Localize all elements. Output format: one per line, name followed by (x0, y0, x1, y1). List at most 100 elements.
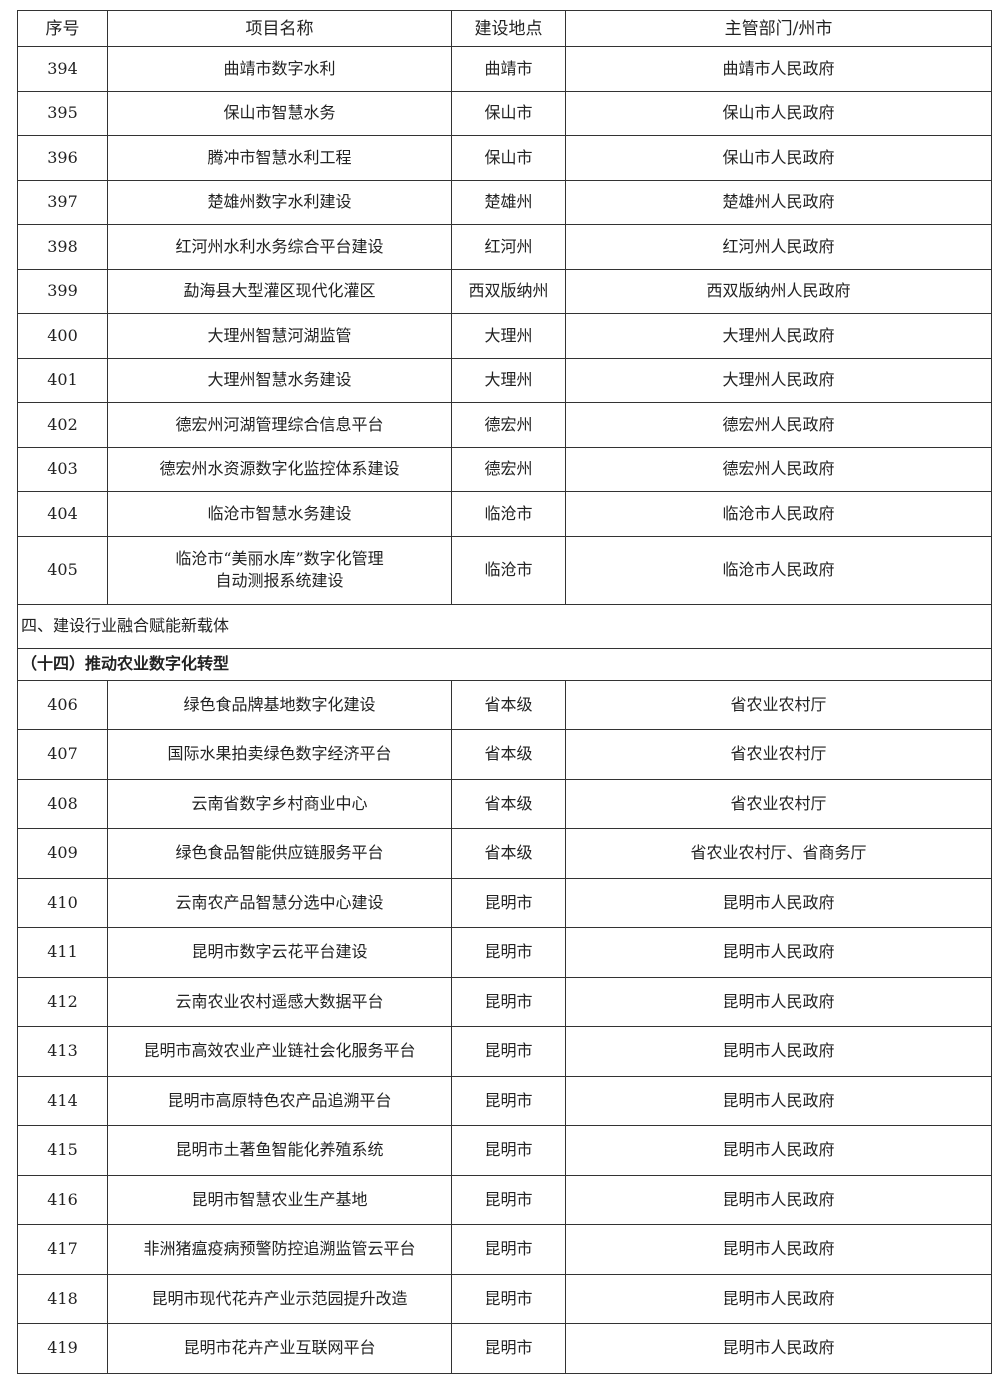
cell-dept: 德宏州人民政府 (565, 446, 992, 492)
cell-name: 临沧市智慧水务建设 (107, 491, 452, 537)
table-row: 394 曲靖市数字水利 曲靖市 曲靖市人民政府 (17, 46, 992, 92)
header-dept: 主管部门/州市 (565, 10, 992, 47)
cell-name: 昆明市智慧农业生产基地 (107, 1174, 452, 1225)
cell-place: 省本级 (451, 828, 566, 879)
cell-dept: 红河州人民政府 (565, 224, 992, 270)
cell-name: 昆明市现代花卉产业示范园提升改造 (107, 1273, 452, 1324)
cell-no: 395 (17, 90, 108, 136)
cell-dept: 昆明市人民政府 (565, 1174, 992, 1225)
cell-dept: 昆明市人民政府 (565, 1075, 992, 1126)
table-row: 419 昆明市花卉产业互联网平台 昆明市 昆明市人民政府 (17, 1323, 992, 1374)
cell-no: 399 (17, 268, 108, 314)
cell-place: 曲靖市 (451, 46, 566, 92)
table-row: 415 昆明市土著鱼智能化养殖系统 昆明市 昆明市人民政府 (17, 1125, 992, 1176)
cell-name: 大理州智慧河湖监管 (107, 313, 452, 359)
cell-place: 西双版纳州 (451, 268, 566, 314)
cell-place: 临沧市 (451, 535, 566, 605)
table-row: 414 昆明市高原特色农产品追溯平台 昆明市 昆明市人民政府 (17, 1075, 992, 1126)
cell-dept: 昆明市人民政府 (565, 927, 992, 978)
cell-no: 408 (17, 778, 108, 829)
cell-place: 昆明市 (451, 1273, 566, 1324)
cell-name: 云南农业农村遥感大数据平台 (107, 976, 452, 1027)
cell-place: 昆明市 (451, 1224, 566, 1275)
cell-no: 396 (17, 135, 108, 181)
cell-no: 401 (17, 357, 108, 403)
cell-place: 大理州 (451, 357, 566, 403)
table-row: 397 楚雄州数字水利建设 楚雄州 楚雄州人民政府 (17, 179, 992, 225)
cell-no: 403 (17, 446, 108, 492)
cell-place: 大理州 (451, 313, 566, 359)
header-name: 项目名称 (107, 10, 452, 47)
cell-place: 昆明市 (451, 976, 566, 1027)
cell-place: 保山市 (451, 135, 566, 181)
cell-place: 昆明市 (451, 1125, 566, 1176)
cell-name: 德宏州水资源数字化监控体系建设 (107, 446, 452, 492)
cell-name: 非洲猪瘟疫病预警防控追溯监管云平台 (107, 1224, 452, 1275)
cell-name: 绿色食品智能供应链服务平台 (107, 828, 452, 879)
cell-name: 勐海县大型灌区现代化灌区 (107, 268, 452, 314)
header-place: 建设地点 (451, 10, 566, 47)
cell-place: 昆明市 (451, 1026, 566, 1077)
cell-name: 临沧市“美丽水库”数字化管理 自动测报系统建设 (107, 535, 452, 605)
cell-dept: 大理州人民政府 (565, 313, 992, 359)
cell-dept: 省农业农村厅 (565, 729, 992, 780)
header-no: 序号 (17, 10, 108, 47)
table-row: 412 云南农业农村遥感大数据平台 昆明市 昆明市人民政府 (17, 976, 992, 1027)
cell-no: 406 (17, 679, 108, 730)
table-row: 402 德宏州河湖管理综合信息平台 德宏州 德宏州人民政府 (17, 402, 992, 448)
cell-dept: 昆明市人民政府 (565, 877, 992, 928)
table-row: 401 大理州智慧水务建设 大理州 大理州人民政府 (17, 357, 992, 403)
table-row: 408 云南省数字乡村商业中心 省本级 省农业农村厅 (17, 778, 992, 829)
cell-place: 省本级 (451, 679, 566, 730)
cell-dept: 省农业农村厅 (565, 778, 992, 829)
cell-name: 昆明市高原特色农产品追溯平台 (107, 1075, 452, 1126)
name-line-1: 临沧市“美丽水库”数字化管理 (175, 549, 384, 568)
cell-dept: 昆明市人民政府 (565, 1224, 992, 1275)
cell-dept: 昆明市人民政府 (565, 1273, 992, 1324)
cell-dept: 楚雄州人民政府 (565, 179, 992, 225)
cell-dept: 昆明市人民政府 (565, 1323, 992, 1374)
cell-name: 德宏州河湖管理综合信息平台 (107, 402, 452, 448)
table-row: 416 昆明市智慧农业生产基地 昆明市 昆明市人民政府 (17, 1174, 992, 1225)
cell-dept: 保山市人民政府 (565, 135, 992, 181)
cell-name: 昆明市土著鱼智能化养殖系统 (107, 1125, 452, 1176)
cell-no: 419 (17, 1323, 108, 1374)
project-table: 序号 项目名称 建设地点 主管部门/州市 394 曲靖市数字水利 曲靖市 曲靖市人民政… (17, 10, 992, 1374)
cell-place: 昆明市 (451, 877, 566, 928)
cell-no: 402 (17, 402, 108, 448)
cell-place: 昆明市 (451, 1323, 566, 1374)
cell-name: 保山市智慧水务 (107, 90, 452, 136)
table-row: 396 腾冲市智慧水利工程 保山市 保山市人民政府 (17, 135, 992, 181)
cell-no: 415 (17, 1125, 108, 1176)
section-heading: 四、建设行业融合赋能新载体 (17, 603, 992, 649)
cell-place: 保山市 (451, 90, 566, 136)
table-row: 413 昆明市高效农业产业链社会化服务平台 昆明市 昆明市人民政府 (17, 1026, 992, 1077)
header-row: 序号 项目名称 建设地点 主管部门/州市 (17, 10, 992, 47)
cell-no: 407 (17, 729, 108, 780)
cell-dept: 保山市人民政府 (565, 90, 992, 136)
cell-no: 414 (17, 1075, 108, 1126)
cell-place: 省本级 (451, 778, 566, 829)
cell-name: 绿色食品牌基地数字化建设 (107, 679, 452, 730)
cell-dept: 临沧市人民政府 (565, 535, 992, 605)
cell-no: 418 (17, 1273, 108, 1324)
cell-place: 省本级 (451, 729, 566, 780)
cell-place: 昆明市 (451, 1174, 566, 1225)
cell-place: 临沧市 (451, 491, 566, 537)
cell-name: 曲靖市数字水利 (107, 46, 452, 92)
cell-dept: 临沧市人民政府 (565, 491, 992, 537)
cell-name: 大理州智慧水务建设 (107, 357, 452, 403)
cell-name: 昆明市高效农业产业链社会化服务平台 (107, 1026, 452, 1077)
cell-no: 394 (17, 46, 108, 92)
cell-no: 404 (17, 491, 108, 537)
cell-no: 409 (17, 828, 108, 879)
table-row: 399 勐海县大型灌区现代化灌区 西双版纳州 西双版纳州人民政府 (17, 268, 992, 314)
table-row: 417 非洲猪瘟疫病预警防控追溯监管云平台 昆明市 昆明市人民政府 (17, 1224, 992, 1275)
cell-name: 昆明市花卉产业互联网平台 (107, 1323, 452, 1374)
cell-dept: 德宏州人民政府 (565, 402, 992, 448)
table-row: 411 昆明市数字云花平台建设 昆明市 昆明市人民政府 (17, 927, 992, 978)
table-row: 398 红河州水利水务综合平台建设 红河州 红河州人民政府 (17, 224, 992, 270)
cell-dept: 省农业农村厅、省商务厅 (565, 828, 992, 879)
cell-place: 昆明市 (451, 927, 566, 978)
cell-no: 413 (17, 1026, 108, 1077)
